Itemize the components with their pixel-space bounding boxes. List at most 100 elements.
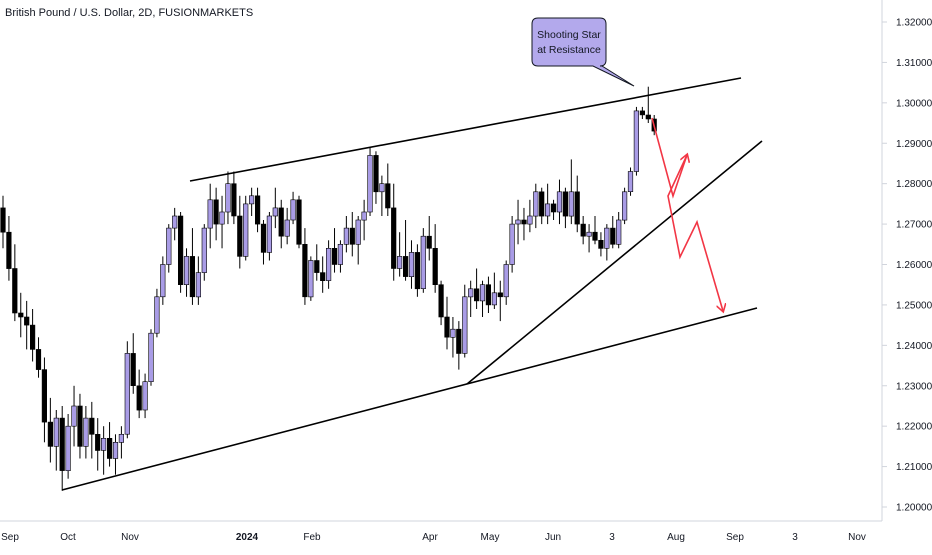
projection-arrow-down[interactable]	[667, 154, 723, 311]
candle[interactable]	[450, 317, 456, 358]
candle[interactable]	[219, 195, 225, 249]
candle[interactable]	[627, 167, 634, 196]
candle[interactable]	[237, 195, 243, 269]
candle[interactable]	[574, 175, 580, 233]
candle[interactable]	[225, 171, 231, 225]
candle[interactable]	[0, 195, 6, 249]
candle[interactable]	[249, 187, 255, 216]
candle[interactable]	[29, 309, 36, 362]
candle[interactable]	[645, 86, 651, 123]
candle[interactable]	[420, 228, 426, 293]
candle[interactable]	[255, 187, 261, 233]
candle[interactable]	[485, 276, 492, 313]
candle[interactable]	[349, 212, 355, 257]
candle[interactable]	[391, 183, 397, 281]
candle[interactable]	[12, 244, 18, 322]
candle[interactable]	[83, 406, 89, 459]
candle[interactable]	[580, 216, 586, 245]
candle[interactable]	[621, 187, 628, 225]
candle[interactable]	[148, 329, 154, 386]
candle[interactable]	[195, 256, 202, 305]
candle[interactable]	[47, 397, 53, 463]
candle[interactable]	[604, 224, 610, 261]
candle[interactable]	[130, 333, 136, 394]
candle[interactable]	[491, 272, 498, 309]
candle[interactable]	[71, 385, 77, 447]
candle[interactable]	[183, 248, 190, 297]
candle[interactable]	[361, 199, 367, 241]
candle[interactable]	[142, 373, 148, 419]
candle[interactable]	[533, 183, 539, 229]
candle[interactable]	[456, 321, 462, 370]
candle[interactable]	[24, 300, 30, 350]
candle[interactable]	[639, 106, 645, 119]
candle[interactable]	[408, 240, 415, 289]
candle[interactable]	[527, 199, 533, 233]
candle[interactable]	[610, 216, 616, 249]
candle[interactable]	[118, 426, 124, 459]
upper-resistance-trendline[interactable]	[189, 77, 742, 182]
candle[interactable]	[296, 195, 302, 249]
callout-bubble[interactable]	[531, 17, 635, 87]
candle[interactable]	[89, 401, 95, 459]
candle[interactable]	[172, 207, 178, 241]
candle[interactable]	[598, 232, 604, 257]
candle[interactable]	[468, 280, 474, 317]
candle[interactable]	[166, 224, 172, 273]
candle[interactable]	[41, 357, 47, 443]
candle[interactable]	[497, 280, 503, 322]
candle[interactable]	[473, 268, 480, 310]
candle[interactable]	[6, 216, 12, 281]
candle[interactable]	[112, 434, 119, 475]
candle[interactable]	[396, 232, 403, 277]
candle[interactable]	[343, 216, 350, 253]
candle[interactable]	[266, 212, 273, 261]
candle[interactable]	[308, 256, 314, 301]
candle[interactable]	[402, 220, 409, 281]
candle[interactable]	[136, 369, 142, 419]
candle[interactable]	[290, 191, 296, 225]
candle[interactable]	[521, 207, 527, 241]
candle[interactable]	[355, 216, 361, 265]
candle[interactable]	[160, 256, 166, 305]
candle[interactable]	[302, 228, 308, 305]
candle[interactable]	[59, 406, 65, 491]
candle[interactable]	[462, 284, 468, 358]
candle[interactable]	[325, 240, 332, 289]
candle[interactable]	[432, 224, 438, 293]
candle[interactable]	[616, 212, 622, 249]
lower-support-trendline[interactable]	[61, 307, 758, 491]
candle[interactable]	[385, 163, 391, 217]
candle[interactable]	[107, 422, 113, 467]
candle[interactable]	[633, 106, 639, 176]
candle[interactable]	[314, 244, 320, 281]
candle[interactable]	[284, 207, 290, 245]
candle[interactable]	[367, 147, 373, 216]
candle[interactable]	[414, 244, 421, 297]
candle[interactable]	[586, 224, 592, 253]
candle[interactable]	[568, 159, 574, 225]
candle[interactable]	[213, 187, 219, 241]
candle[interactable]	[178, 212, 184, 293]
candle[interactable]	[243, 195, 249, 261]
candle[interactable]	[373, 151, 379, 204]
candle[interactable]	[444, 296, 450, 350]
candle[interactable]	[320, 256, 326, 293]
candle[interactable]	[189, 228, 196, 305]
short-term-support-trendline[interactable]	[466, 140, 763, 385]
candle[interactable]	[438, 280, 444, 326]
candle[interactable]	[426, 216, 432, 261]
candle[interactable]	[260, 220, 267, 265]
candle[interactable]	[35, 337, 42, 378]
candle[interactable]	[556, 179, 563, 225]
candle[interactable]	[544, 183, 551, 225]
candle[interactable]	[95, 418, 101, 471]
candle[interactable]	[337, 240, 344, 273]
candle[interactable]	[124, 341, 130, 439]
candle[interactable]	[539, 187, 545, 225]
candle[interactable]	[18, 292, 24, 338]
candle[interactable]	[509, 216, 515, 273]
candle[interactable]	[515, 199, 521, 245]
